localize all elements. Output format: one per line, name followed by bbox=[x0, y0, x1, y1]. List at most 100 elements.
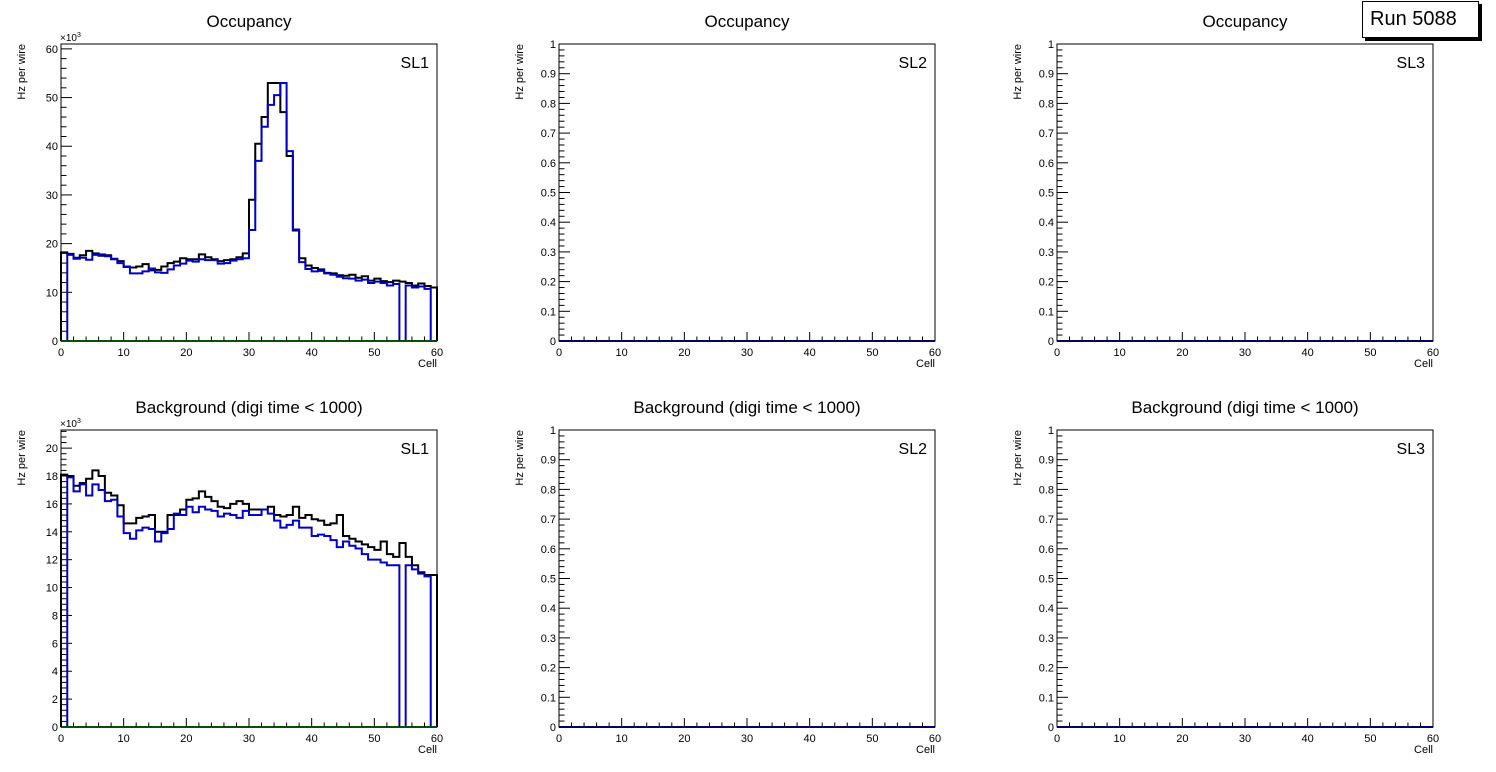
chart-title: Background (digi time < 1000) bbox=[135, 398, 362, 417]
x-tick-label: 60 bbox=[431, 347, 443, 359]
x-axis-label: Cell bbox=[916, 358, 935, 370]
y-tick-label: 10 bbox=[46, 583, 58, 595]
superlayer-label: SL3 bbox=[1397, 55, 1426, 72]
y-tick-label: 8 bbox=[52, 610, 58, 622]
plot-frame bbox=[60, 43, 438, 342]
y-tick-label: 0.8 bbox=[1039, 98, 1054, 110]
y-tick-label: 0.8 bbox=[1039, 484, 1054, 496]
x-tick-label: 60 bbox=[1427, 733, 1439, 745]
x-axis-label: Cell bbox=[916, 744, 935, 756]
y-tick-label: 0.3 bbox=[1039, 633, 1054, 645]
y-tick-label: 0.7 bbox=[541, 514, 556, 526]
chart-pad-6: Background (digi time < 1000)0 10 20 30 40 50… bbox=[1012, 398, 1439, 756]
y-tick-label: 0.6 bbox=[541, 158, 556, 170]
x-axis-label: Cell bbox=[418, 358, 437, 370]
x-tick-label: 60 bbox=[431, 733, 443, 745]
y-tick-label: 0.2 bbox=[541, 663, 556, 675]
y-tick-label: 0.2 bbox=[541, 277, 556, 289]
x-tick-label: 20 bbox=[180, 733, 192, 745]
plot-frame bbox=[1056, 43, 1434, 342]
y-tick-label: 0.2 bbox=[1039, 277, 1054, 289]
y-tick-label: 0.6 bbox=[541, 544, 556, 556]
x-tick-label: 50 bbox=[866, 347, 878, 359]
series-blue bbox=[61, 476, 437, 728]
y-tick-label: 0.4 bbox=[541, 603, 556, 615]
y-axis-label: Hz per wire bbox=[16, 44, 28, 100]
x-tick-label: 40 bbox=[1302, 733, 1314, 745]
x-tick-label: 40 bbox=[804, 347, 816, 359]
x-tick-label: 30 bbox=[1239, 347, 1251, 359]
y-axis-label: Hz per wire bbox=[514, 430, 526, 486]
x-tick-label: 10 bbox=[616, 733, 628, 745]
y-tick-label: 1 bbox=[1048, 39, 1054, 51]
chart-pad-2: Occupancy 0 10 20 30 40 50 60 0 0.1 0.2 0.3 0.4 0.5 0.… bbox=[514, 12, 941, 370]
y-tick-label: 0 bbox=[550, 336, 556, 348]
superlayer-label: SL2 bbox=[899, 55, 928, 72]
x-tick-label: 50 bbox=[368, 733, 380, 745]
x-axis-label: Cell bbox=[1414, 744, 1433, 756]
x-tick-label: 10 bbox=[1114, 733, 1126, 745]
chart-pad-3: Occupancy 0 10 20 30 40 50 60 0 0.1 0.2 0.3 0.4 0.5 0.… bbox=[1012, 12, 1439, 370]
x-tick-label: 0 bbox=[556, 733, 562, 745]
x-tick-label: 50 bbox=[1364, 347, 1376, 359]
y-tick-label: 0 bbox=[1048, 336, 1054, 348]
chart-title: Occupancy bbox=[704, 12, 790, 31]
y-tick-label: 0.1 bbox=[541, 692, 556, 704]
y-tick-label: 20 bbox=[46, 239, 58, 251]
y-tick-label: 14 bbox=[46, 527, 58, 539]
x-tick-label: 0 bbox=[58, 733, 64, 745]
x-tick-label: 10 bbox=[118, 347, 130, 359]
y-axis-multiplier-exponent: 3 bbox=[77, 418, 81, 425]
superlayer-label: SL1 bbox=[401, 55, 430, 72]
y-tick-label: 0.1 bbox=[1039, 306, 1054, 318]
x-tick-label: 0 bbox=[556, 347, 562, 359]
y-tick-label: 0.9 bbox=[1039, 69, 1054, 81]
y-tick-label: 1 bbox=[550, 39, 556, 51]
y-axis-label: Hz per wire bbox=[16, 430, 28, 486]
y-axis-multiplier: ×103 bbox=[60, 32, 81, 44]
y-tick-label: 0.9 bbox=[541, 69, 556, 81]
series-blue bbox=[61, 81, 437, 342]
y-axis-label: Hz per wire bbox=[514, 44, 526, 100]
y-tick-label: 2 bbox=[52, 694, 58, 706]
x-tick-label: 30 bbox=[741, 347, 753, 359]
y-tick-label: 60 bbox=[46, 44, 58, 56]
y-tick-label: 20 bbox=[46, 443, 58, 455]
y-tick-label: 50 bbox=[46, 93, 58, 105]
y-tick-label: 30 bbox=[46, 190, 58, 202]
x-tick-label: 20 bbox=[180, 347, 192, 359]
y-tick-label: 1 bbox=[550, 425, 556, 437]
y-axis-label: Hz per wire bbox=[1012, 44, 1024, 100]
x-tick-label: 0 bbox=[58, 347, 64, 359]
x-tick-label: 40 bbox=[306, 733, 318, 745]
x-tick-label: 50 bbox=[1364, 733, 1376, 745]
y-tick-label: 6 bbox=[52, 638, 58, 650]
x-tick-label: 0 bbox=[1054, 347, 1060, 359]
y-tick-label: 0.9 bbox=[541, 455, 556, 467]
chart-title: Occupancy bbox=[206, 12, 292, 31]
y-tick-label: 0.7 bbox=[1039, 514, 1054, 526]
y-tick-label: 0.4 bbox=[541, 217, 556, 229]
y-tick-label: 0.5 bbox=[541, 188, 556, 200]
y-tick-label: 0.7 bbox=[541, 128, 556, 140]
x-tick-label: 40 bbox=[804, 733, 816, 745]
y-tick-label: 0.5 bbox=[541, 574, 556, 586]
x-tick-label: 20 bbox=[1176, 347, 1188, 359]
x-tick-label: 30 bbox=[1239, 733, 1251, 745]
y-tick-label: 0.7 bbox=[1039, 128, 1054, 140]
x-tick-label: 60 bbox=[1427, 347, 1439, 359]
y-tick-label: 0.6 bbox=[1039, 544, 1054, 556]
x-tick-label: 10 bbox=[1114, 347, 1126, 359]
y-axis-label: Hz per wire bbox=[1012, 430, 1024, 486]
x-tick-label: 40 bbox=[306, 347, 318, 359]
x-tick-label: 50 bbox=[866, 733, 878, 745]
x-tick-label: 20 bbox=[678, 347, 690, 359]
x-tick-label: 60 bbox=[929, 347, 941, 359]
y-tick-label: 0.6 bbox=[1039, 158, 1054, 170]
y-tick-label: 16 bbox=[46, 499, 58, 511]
chart-pad-4: Background (digi time < 1000)0 10 20 30 40 50… bbox=[16, 398, 443, 756]
superlayer-label: SL1 bbox=[401, 441, 430, 458]
superlayer-label: SL3 bbox=[1397, 441, 1426, 458]
